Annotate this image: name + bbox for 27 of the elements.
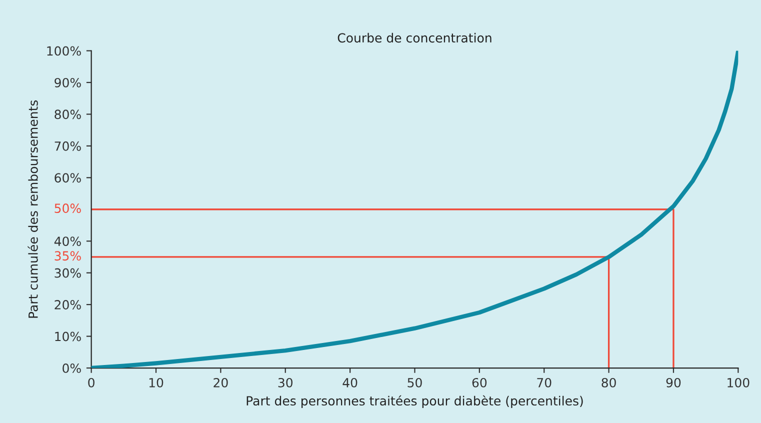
x-tick-label: 20 <box>214 378 228 388</box>
line-series <box>91 50 738 368</box>
x-axis-title: Part des personnes traitées pour diabète (percentiles) <box>246 395 583 408</box>
y-tick-label: 10% <box>55 332 81 342</box>
x-tick-label: 100 <box>728 378 750 388</box>
y-tick-label: 70% <box>54 141 81 151</box>
y-tick-label: 90% <box>54 78 81 88</box>
y-tick-label: 100% <box>47 46 81 56</box>
y-tick-label: 0% <box>62 363 81 373</box>
x-tick-label: 50 <box>408 378 422 388</box>
x-tick-label: 40 <box>342 378 358 388</box>
chart-title: Courbe de concentration <box>338 32 492 43</box>
y-tick-label: 60% <box>54 173 81 183</box>
y-axis-title: Part cumulée des remboursements <box>28 100 38 318</box>
annotation: 35% <box>54 251 81 261</box>
x-tick-label: 80 <box>602 378 616 388</box>
x-tick-label: 60 <box>472 378 487 388</box>
y-tick-label: 30% <box>54 268 81 278</box>
x-tick-label: 30 <box>278 378 292 388</box>
x-tick-label: 70 <box>537 378 552 388</box>
y-tick-label: 20% <box>54 300 81 310</box>
x-tick-label: 10 <box>149 378 164 388</box>
annotation: 50% <box>54 204 81 214</box>
y-tick-label: 80% <box>54 110 81 120</box>
x-tick-label: 0 <box>88 378 94 388</box>
x-tick-label: 90 <box>666 378 681 388</box>
y-tick-label: 40% <box>54 236 81 246</box>
